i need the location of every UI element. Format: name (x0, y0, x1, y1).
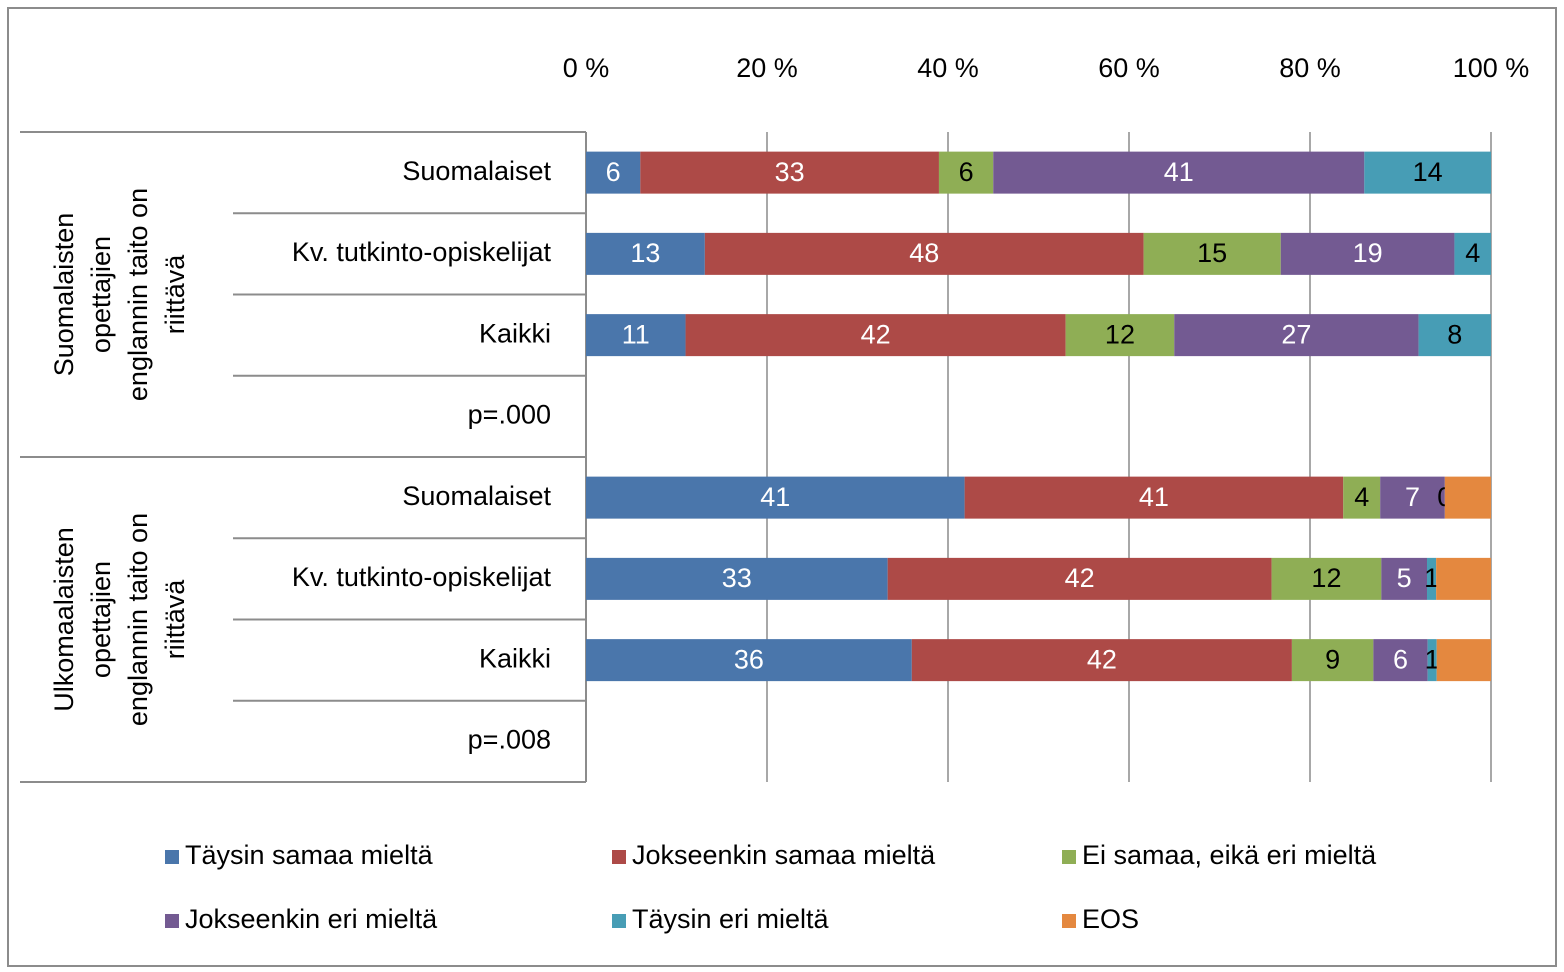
data-label: 12 (1105, 319, 1135, 349)
group-label: opettajien (86, 561, 116, 678)
bar-segment (1436, 639, 1491, 682)
bar-segment (640, 151, 939, 194)
bar-segment (964, 476, 1344, 519)
data-label: 12 (1311, 563, 1341, 593)
bar-segment (1418, 314, 1491, 357)
data-label: 42 (861, 319, 891, 349)
data-label: 8 (1447, 319, 1462, 349)
data-label: 11 (622, 319, 650, 349)
group-label: opettajien (86, 236, 116, 353)
x-tick-label: 100 % (1453, 53, 1530, 83)
x-tick-label: 0 % (563, 53, 610, 83)
bar-segment (586, 639, 912, 682)
x-tick-label: 60 % (1098, 53, 1160, 83)
bar-segment (1444, 476, 1491, 519)
bar-segment (1271, 557, 1382, 600)
legend-swatch (612, 914, 626, 928)
bar-segment (586, 314, 686, 357)
data-label: 48 (909, 238, 939, 268)
bar-segment (911, 639, 1292, 682)
legend-label: Täysin eri mieltä (632, 904, 830, 934)
data-label: 13 (630, 238, 660, 268)
bar-segment (1343, 476, 1381, 519)
data-label: 4 (1354, 482, 1369, 512)
bar-segment (1280, 232, 1455, 275)
bar-segment (1427, 639, 1437, 682)
data-label: 15 (1197, 238, 1227, 268)
category-label: Kv. tutkinto-opiskelijat (292, 562, 552, 592)
bar-segment (938, 151, 994, 194)
bar-segment (1436, 557, 1491, 600)
category-label: p=.000 (468, 400, 551, 430)
bar-segment (1381, 557, 1428, 600)
legend-label: Jokseenkin samaa mieltä (632, 840, 936, 870)
data-label: 9 (1325, 644, 1340, 674)
category-label: Suomalaiset (402, 481, 551, 511)
data-label: 36 (734, 644, 764, 674)
data-label: 42 (1087, 644, 1117, 674)
group-label: englannin taito on (123, 513, 153, 726)
data-label: 5 (1397, 563, 1412, 593)
legend-label: Ei samaa, eikä eri mieltä (1082, 840, 1377, 870)
group-label: riittävä (160, 254, 190, 335)
data-label: 41 (1164, 157, 1194, 187)
legend-swatch (1062, 914, 1076, 928)
bar-segment (586, 476, 965, 519)
bar-segment (887, 557, 1272, 600)
data-label: 41 (760, 482, 790, 512)
bar-segment (993, 151, 1365, 194)
legend-label: EOS (1082, 904, 1139, 934)
bar-segment (1454, 232, 1491, 275)
group-label: englannin taito on (123, 188, 153, 401)
category-label: Kaikki (479, 643, 551, 673)
bar-segment (1380, 476, 1445, 519)
bar-segment (586, 151, 641, 194)
data-label: 6 (959, 157, 974, 187)
data-label: 42 (1065, 563, 1095, 593)
bar-segment (1373, 639, 1428, 682)
category-label: Suomalaiset (402, 156, 551, 186)
bar-segment (704, 232, 1144, 275)
bar-segment (1291, 639, 1374, 682)
data-label: 33 (722, 563, 752, 593)
category-label: p=.008 (468, 725, 551, 755)
bar-segment (1065, 314, 1175, 357)
bar-segment (1427, 557, 1437, 600)
legend-label: Jokseenkin eri mieltä (185, 904, 438, 934)
category-label: Kaikki (479, 318, 551, 348)
legend-swatch (165, 914, 179, 928)
data-label: 27 (1281, 319, 1311, 349)
data-label: 1 (1424, 563, 1439, 593)
x-tick-label: 80 % (1279, 53, 1341, 83)
group-label: Ulkomaalaisten (49, 527, 79, 712)
x-tick-label: 20 % (736, 53, 798, 83)
group-label: Suomalaisten (49, 213, 79, 377)
data-label: 33 (775, 157, 805, 187)
data-label: 6 (1393, 644, 1408, 674)
x-tick-label: 40 % (917, 53, 979, 83)
data-label: 41 (1139, 482, 1169, 512)
bar-segment (1143, 232, 1281, 275)
bar-segment (1364, 151, 1491, 194)
bar-segment (586, 557, 888, 600)
bar-segment (586, 232, 705, 275)
legend-swatch (612, 850, 626, 864)
bar-segment (1174, 314, 1419, 357)
data-label: 7 (1405, 482, 1420, 512)
legend-swatch (165, 850, 179, 864)
data-label: 4 (1465, 238, 1480, 268)
category-label: Kv. tutkinto-opiskelijat (292, 237, 552, 267)
data-label: 6 (606, 157, 621, 187)
bar-segment (685, 314, 1066, 357)
group-label: riittävä (160, 579, 190, 660)
data-label: 19 (1353, 238, 1383, 268)
legend-swatch (1062, 850, 1076, 864)
data-label: 14 (1413, 157, 1443, 187)
data-label: 1 (1425, 644, 1440, 674)
legend-label: Täysin samaa mieltä (185, 840, 434, 870)
